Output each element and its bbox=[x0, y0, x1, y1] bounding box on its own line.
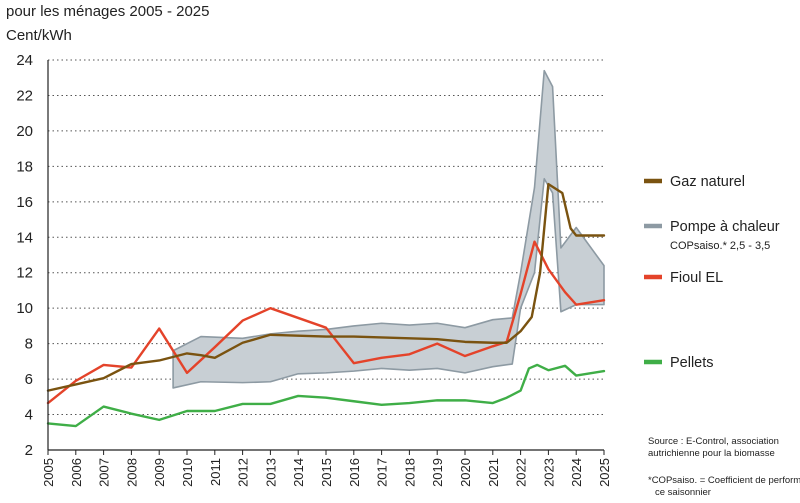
y-tick-label: 22 bbox=[16, 87, 33, 104]
heat-pump-band bbox=[172, 69, 605, 389]
y-tick-label: 2 bbox=[25, 442, 33, 459]
y-tick-label: 14 bbox=[16, 229, 33, 246]
source-note-line-1: Source : E-Control, association bbox=[648, 436, 779, 447]
y-tick-label: 18 bbox=[16, 158, 33, 175]
x-tick-label: 2006 bbox=[69, 458, 84, 487]
legend-label: Pompe à chaleur bbox=[670, 219, 780, 235]
heat-pump-band-area bbox=[172, 69, 605, 389]
x-tick-label: 2017 bbox=[375, 458, 390, 487]
x-tick-label: 2018 bbox=[402, 458, 417, 487]
series-line-pellets bbox=[46, 363, 606, 428]
x-tick-label: 2010 bbox=[180, 458, 195, 487]
series-line-fioul-el bbox=[46, 240, 606, 405]
y-tick-label: 10 bbox=[16, 300, 33, 317]
footnote-line-2: ce saisonnier bbox=[655, 487, 711, 498]
legend: Gaz naturel Pompe à chaleur COPsaiso.* 2,5… bbox=[644, 174, 780, 371]
legend-label: Fioul EL bbox=[670, 270, 723, 286]
y-tick-label: 20 bbox=[16, 123, 33, 140]
footnote-line-1: *COPsaiso. = Coefficient de performan- bbox=[648, 475, 800, 486]
x-tick-label: 2007 bbox=[97, 458, 112, 487]
series-line-gaz-naturel bbox=[46, 182, 606, 392]
x-tick-label: 2011 bbox=[208, 458, 223, 486]
x-tick-label: 2015 bbox=[319, 458, 334, 487]
x-tick-label: 2008 bbox=[124, 458, 139, 487]
x-tick-label: 2005 bbox=[41, 458, 56, 487]
x-tick-label: 2023 bbox=[541, 458, 556, 487]
x-tick-label: 2021 bbox=[486, 458, 501, 487]
y-tick-label: 4 bbox=[25, 407, 33, 424]
y-tick-label: 16 bbox=[16, 194, 33, 211]
x-tick-label: 2013 bbox=[263, 458, 278, 487]
y-tick-label: 24 bbox=[16, 52, 33, 69]
x-tick-label: 2009 bbox=[152, 458, 167, 487]
legend-subtitle: COPsaiso.* 2,5 - 3,5 bbox=[670, 240, 770, 252]
source-note-line-2: autrichienne pour la biomasse bbox=[648, 448, 775, 459]
x-tick-label: 2016 bbox=[347, 458, 362, 487]
series-lines bbox=[46, 182, 606, 428]
x-axis-ticks: 2005 2006 2007 2008 2009 2010 2011 2012 2013 2014… bbox=[41, 450, 612, 487]
axes bbox=[47, 60, 604, 451]
x-tick-label: 2020 bbox=[458, 458, 473, 487]
x-tick-label: 2019 bbox=[430, 458, 445, 487]
x-tick-label: 2012 bbox=[236, 458, 251, 487]
legend-label: Gaz naturel bbox=[670, 174, 745, 190]
y-axis-label: Cent/kWh bbox=[6, 27, 72, 44]
x-tick-label: 2025 bbox=[597, 458, 612, 487]
x-tick-label: 2024 bbox=[569, 458, 584, 487]
x-tick-label: 2014 bbox=[291, 458, 306, 487]
y-tick-label: 12 bbox=[16, 265, 33, 282]
chart-title: pour les ménages 2005 - 2025 bbox=[6, 3, 209, 20]
y-tick-label: 6 bbox=[25, 371, 33, 388]
x-tick-label: 2022 bbox=[514, 458, 529, 487]
legend-label: Pellets bbox=[670, 355, 714, 371]
y-tick-label: 8 bbox=[25, 336, 33, 353]
